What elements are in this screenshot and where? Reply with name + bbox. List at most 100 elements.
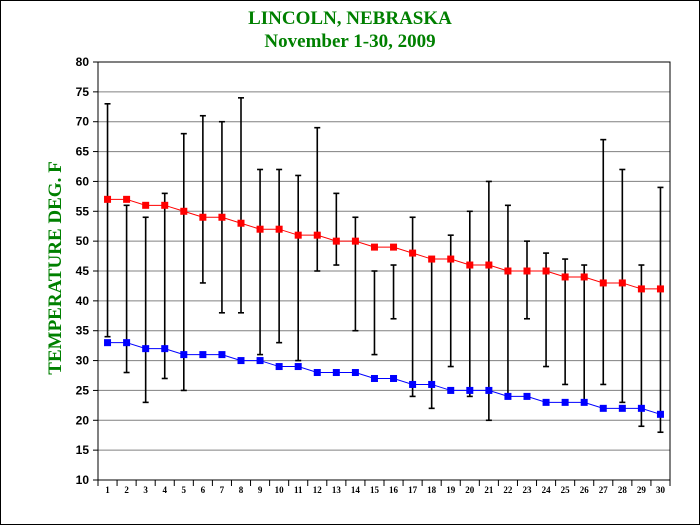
- series-0-point-23: [523, 267, 531, 275]
- series-1-point-29: [637, 404, 645, 412]
- x-tick-label-7: 7: [220, 485, 225, 495]
- series-0-point-3: [142, 201, 150, 209]
- series-1-point-10: [275, 363, 283, 371]
- series-1-point-17: [409, 380, 417, 388]
- y-tick-label-40: 40: [76, 294, 90, 308]
- x-tick-label-24: 24: [542, 485, 552, 495]
- series-0-point-18: [428, 255, 436, 263]
- x-tick-label-29: 29: [637, 485, 647, 495]
- series-1-point-1: [104, 339, 112, 347]
- series-0-point-20: [466, 261, 474, 269]
- plot-border: [97, 61, 671, 481]
- series-0-point-4: [161, 201, 169, 209]
- y-tick-label-25: 25: [76, 383, 90, 397]
- series-1-point-19: [447, 386, 455, 394]
- series-0-point-21: [485, 261, 493, 269]
- series-1-point-2: [123, 339, 131, 347]
- y-tick-label-80: 80: [76, 55, 90, 69]
- series-0-point-29: [637, 285, 645, 293]
- y-tick-label-70: 70: [76, 115, 90, 129]
- x-tick-label-18: 18: [427, 485, 437, 495]
- series-1-point-9: [256, 357, 264, 365]
- y-tick-label-45: 45: [76, 264, 90, 278]
- x-tick-label-8: 8: [239, 485, 244, 495]
- series-0-point-28: [618, 279, 626, 287]
- series-0-point-15: [370, 243, 378, 251]
- x-tick-label-20: 20: [465, 485, 475, 495]
- x-tick-label-12: 12: [313, 485, 323, 495]
- x-tick-label-25: 25: [561, 485, 571, 495]
- series-0-point-30: [656, 285, 664, 293]
- series-0-point-16: [390, 243, 398, 251]
- series-1-point-23: [523, 392, 531, 400]
- chart-title: LINCOLN, NEBRASKA: [248, 8, 452, 29]
- series-0-point-19: [447, 255, 455, 263]
- series-0-point-7: [218, 213, 226, 221]
- x-tick-label-14: 14: [351, 485, 361, 495]
- chart-subtitle: November 1-30, 2009: [264, 31, 436, 52]
- y-tick-label-15: 15: [76, 443, 90, 457]
- series-1-point-8: [237, 357, 245, 365]
- x-tick-label-19: 19: [446, 485, 456, 495]
- y-tick-label-20: 20: [76, 413, 90, 427]
- x-tick-label-2: 2: [124, 485, 129, 495]
- series-1-point-16: [390, 374, 398, 382]
- x-tick-label-23: 23: [523, 485, 533, 495]
- series-1-point-22: [504, 392, 512, 400]
- series-1-point-13: [332, 369, 340, 377]
- series-0-point-14: [351, 237, 359, 245]
- series-1-point-30: [656, 410, 664, 418]
- series-0-point-24: [542, 267, 550, 275]
- series-1-point-25: [561, 398, 569, 406]
- series-1-point-26: [580, 398, 588, 406]
- series-0-point-13: [332, 237, 340, 245]
- x-tick-label-9: 9: [258, 485, 263, 495]
- series-0-point-12: [313, 231, 321, 239]
- series-1-point-20: [466, 386, 474, 394]
- x-tick-label-3: 3: [143, 485, 148, 495]
- series-0-point-17: [409, 249, 417, 257]
- series-0-point-1: [104, 195, 112, 203]
- x-tick-label-30: 30: [656, 485, 666, 495]
- series-0-point-10: [275, 225, 283, 233]
- series-0-point-8: [237, 219, 245, 227]
- series-0-point-27: [599, 279, 607, 287]
- x-tick-label-11: 11: [294, 485, 303, 495]
- series-1-point-14: [351, 369, 359, 377]
- series-0-point-9: [256, 225, 264, 233]
- series-1-point-6: [199, 351, 207, 359]
- y-tick-label-10: 10: [76, 473, 90, 487]
- x-tick-label-1: 1: [105, 485, 110, 495]
- y-tick-label-50: 50: [76, 234, 90, 248]
- x-tick-label-10: 10: [275, 485, 285, 495]
- series-0-point-2: [123, 195, 131, 203]
- x-tick-label-4: 4: [162, 485, 167, 495]
- series-1-point-4: [161, 345, 169, 353]
- x-tick-label-26: 26: [580, 485, 590, 495]
- y-tick-label-65: 65: [76, 145, 90, 159]
- series-1-point-28: [618, 404, 626, 412]
- x-tick-label-16: 16: [389, 485, 399, 495]
- series-1-point-3: [142, 345, 150, 353]
- x-tick-label-22: 22: [503, 485, 513, 495]
- series-0-point-5: [180, 207, 188, 215]
- series-1-point-7: [218, 351, 226, 359]
- x-tick-label-15: 15: [370, 485, 380, 495]
- x-tick-label-21: 21: [484, 485, 494, 495]
- x-tick-label-27: 27: [599, 485, 609, 495]
- series-1-point-5: [180, 351, 188, 359]
- series-0-point-25: [561, 273, 569, 281]
- y-tick-label-60: 60: [76, 174, 90, 188]
- x-tick-label-5: 5: [182, 485, 187, 495]
- series-1-point-18: [428, 380, 436, 388]
- series-1-point-11: [294, 363, 302, 371]
- series-1-point-21: [485, 386, 493, 394]
- series-0-point-22: [504, 267, 512, 275]
- series-1-point-15: [370, 374, 378, 382]
- y-tick-label-30: 30: [76, 354, 90, 368]
- series-0-point-26: [580, 273, 588, 281]
- series-0-point-11: [294, 231, 302, 239]
- x-tick-label-17: 17: [408, 485, 418, 495]
- series-1-point-12: [313, 369, 321, 377]
